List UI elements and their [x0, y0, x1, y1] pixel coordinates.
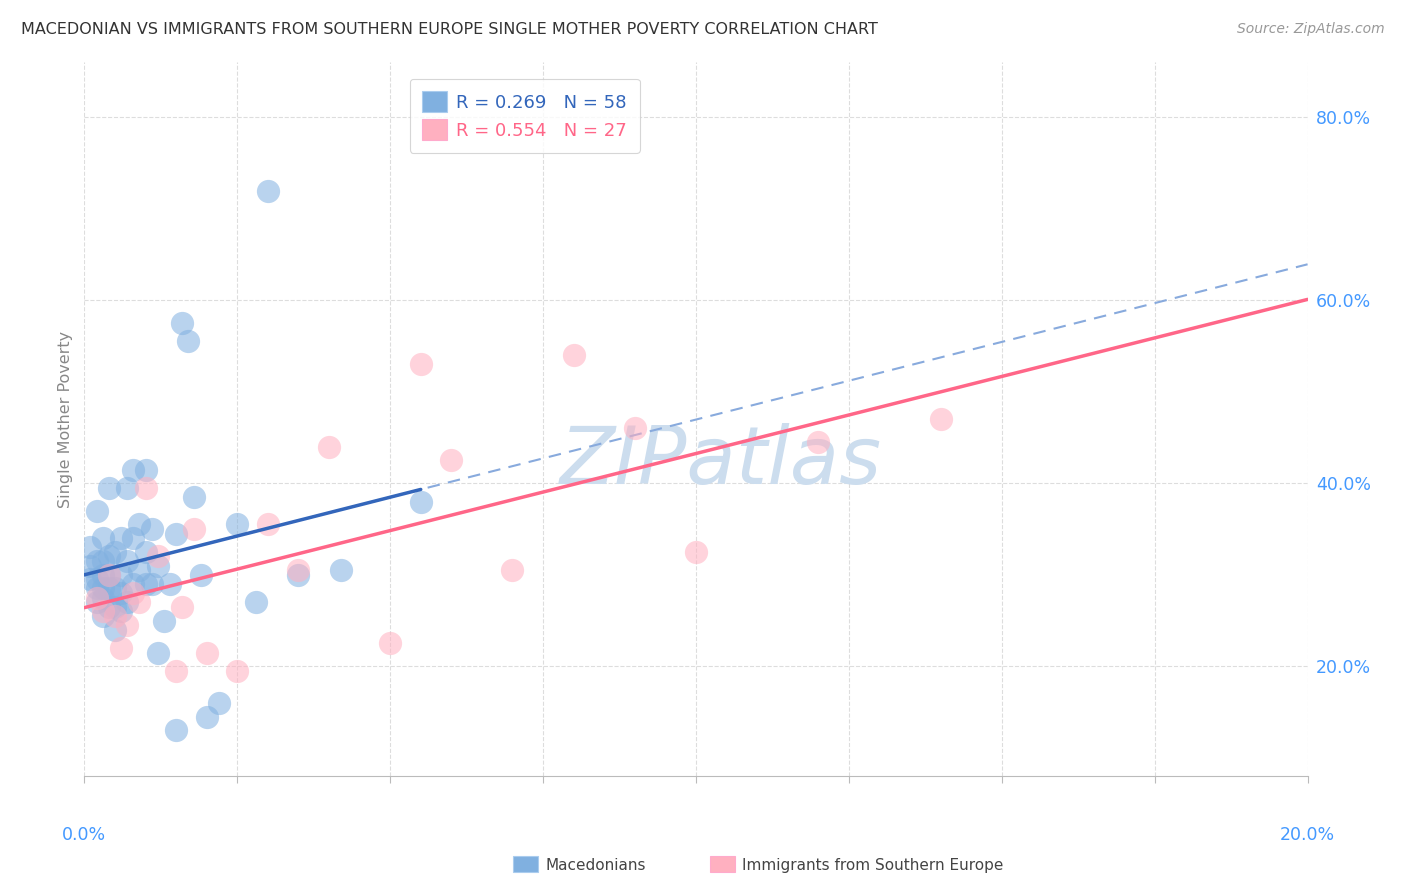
Point	[409, 494, 432, 508]
Point	[135, 462, 157, 476]
Point	[190, 567, 212, 582]
Point	[110, 640, 132, 655]
Point	[159, 577, 181, 591]
Point	[86, 554, 108, 568]
Point	[135, 577, 157, 591]
Point	[79, 558, 101, 573]
Point	[141, 522, 163, 536]
Point	[330, 563, 353, 577]
Point	[91, 554, 114, 568]
Point	[624, 421, 647, 435]
Y-axis label: Single Mother Poverty: Single Mother Poverty	[58, 331, 73, 508]
Point	[929, 412, 952, 426]
Point	[97, 582, 120, 596]
Point	[97, 567, 120, 582]
Point	[91, 609, 114, 624]
Point	[409, 357, 432, 371]
Point	[257, 184, 280, 198]
Point	[122, 577, 145, 591]
Point	[115, 618, 138, 632]
Point	[122, 586, 145, 600]
Point	[115, 481, 138, 495]
Point	[135, 545, 157, 559]
Point	[165, 723, 187, 738]
Point	[104, 609, 127, 624]
Point	[226, 517, 249, 532]
Point	[146, 549, 169, 564]
Point	[177, 334, 200, 349]
Point	[502, 563, 524, 577]
Point	[195, 709, 218, 723]
Point	[146, 558, 169, 573]
Text: ZIPatlas: ZIPatlas	[560, 423, 882, 501]
Point	[91, 567, 114, 582]
Point	[86, 504, 108, 518]
Point	[172, 316, 194, 330]
Point	[91, 531, 114, 545]
Point	[86, 572, 108, 586]
Point	[208, 696, 231, 710]
Point	[141, 577, 163, 591]
Point	[110, 531, 132, 545]
Point	[562, 348, 585, 362]
Point	[146, 646, 169, 660]
Point	[685, 545, 707, 559]
Point	[97, 481, 120, 495]
Text: Immigrants from Southern Europe: Immigrants from Southern Europe	[742, 858, 1004, 873]
Point	[79, 572, 101, 586]
Text: MACEDONIAN VS IMMIGRANTS FROM SOUTHERN EUROPE SINGLE MOTHER POVERTY CORRELATION : MACEDONIAN VS IMMIGRANTS FROM SOUTHERN E…	[21, 22, 877, 37]
Point	[183, 522, 205, 536]
Point	[110, 604, 132, 618]
Point	[318, 440, 340, 454]
Point	[257, 517, 280, 532]
Point	[807, 435, 830, 450]
Point	[104, 599, 127, 614]
Point	[122, 531, 145, 545]
Point	[128, 595, 150, 609]
Point	[165, 664, 187, 678]
Point	[380, 636, 402, 650]
Point	[128, 563, 150, 577]
Point	[183, 490, 205, 504]
Point	[110, 586, 132, 600]
Point	[122, 462, 145, 476]
Point	[165, 526, 187, 541]
Text: Source: ZipAtlas.com: Source: ZipAtlas.com	[1237, 22, 1385, 37]
Point	[287, 563, 309, 577]
Point	[86, 595, 108, 609]
Point	[97, 549, 120, 564]
Point	[110, 567, 132, 582]
Point	[440, 453, 463, 467]
Point	[91, 582, 114, 596]
Point	[86, 582, 108, 596]
Point	[115, 595, 138, 609]
Text: 0.0%: 0.0%	[62, 826, 107, 845]
Point	[153, 614, 176, 628]
Text: 20.0%: 20.0%	[1279, 826, 1336, 845]
Point	[91, 591, 114, 605]
Point	[128, 517, 150, 532]
Point	[287, 567, 309, 582]
Point	[195, 646, 218, 660]
Point	[104, 623, 127, 637]
Point	[91, 604, 114, 618]
Point	[135, 481, 157, 495]
Legend: R = 0.269   N = 58, R = 0.554   N = 27: R = 0.269 N = 58, R = 0.554 N = 27	[409, 78, 640, 153]
Text: Macedonians: Macedonians	[546, 858, 645, 873]
Point	[226, 664, 249, 678]
Point	[104, 545, 127, 559]
Point	[104, 582, 127, 596]
Point	[245, 595, 267, 609]
Point	[79, 541, 101, 555]
Point	[97, 567, 120, 582]
Point	[172, 599, 194, 614]
Point	[86, 591, 108, 605]
Point	[97, 599, 120, 614]
Point	[115, 554, 138, 568]
